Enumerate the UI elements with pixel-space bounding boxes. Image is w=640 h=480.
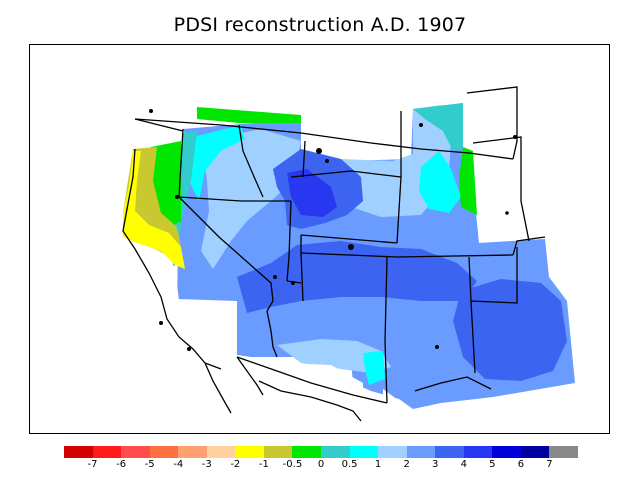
- colorbar-label: 1: [374, 459, 382, 470]
- gulf-coast: [258, 380, 362, 422]
- canada-border: [134, 118, 514, 160]
- colorbar-segment: [378, 446, 408, 458]
- lakes: [149, 109, 517, 351]
- colorbar-segment: [206, 446, 236, 458]
- lake-flathead: [316, 148, 322, 154]
- colorbar-segment: [292, 446, 322, 458]
- colorbar-label: -4: [173, 459, 184, 470]
- contour-level-05-ne: [413, 103, 463, 151]
- contour-level-2-south: [277, 339, 391, 373]
- colorbar-segment: [149, 446, 179, 458]
- mask-mexico-east: [383, 387, 609, 433]
- boundaries: [122, 86, 546, 422]
- colorbar-label: 4: [460, 459, 467, 470]
- wyoming-east: [396, 176, 402, 244]
- colorbar-label: 0: [317, 459, 325, 470]
- oregon-north: [134, 118, 184, 132]
- idaho-west: [178, 128, 184, 198]
- lake-tahoe: [175, 195, 179, 199]
- contour-level-1-ne: [419, 151, 461, 213]
- nevada-utah: [286, 200, 292, 282]
- baja-coast: [204, 362, 232, 414]
- arizona-nm: [384, 256, 388, 404]
- lake-north: [149, 109, 153, 113]
- lake-sakakawea: [513, 135, 517, 139]
- lake-salton: [187, 347, 191, 351]
- nevada-north: [178, 196, 291, 202]
- contour-level-5-core: [287, 169, 337, 217]
- colorbar-segment: [349, 446, 379, 458]
- colorbar-label: -2: [230, 459, 241, 470]
- colorbar-segment: [463, 446, 493, 458]
- us-mexico-border: [236, 356, 388, 404]
- dakota-border: [472, 136, 530, 242]
- pdsi-map: [121, 86, 609, 433]
- texas-north: [512, 236, 546, 256]
- contour-level-1-sw: [363, 351, 385, 385]
- colorbar-segment: [492, 446, 522, 458]
- colorbar-label: -7: [87, 459, 98, 470]
- wyoming-west: [302, 140, 306, 178]
- colorbar-label: -0.5: [282, 459, 303, 470]
- colorbar-label: -3: [201, 459, 212, 470]
- colorbar-label: -1: [258, 459, 269, 470]
- colorbar-label: 6: [517, 459, 525, 470]
- northeast-border: [466, 86, 518, 160]
- contour-level-4-se: [453, 279, 567, 381]
- colorbar-segment: [520, 446, 550, 458]
- colorbar-segment: [92, 446, 122, 458]
- lake-fort-peck: [419, 123, 423, 127]
- colorbar-label: 0.5: [341, 459, 358, 470]
- montana-south: [290, 170, 402, 178]
- colorbar-segment: [178, 446, 208, 458]
- colorbar-segment: [121, 446, 151, 458]
- colorbar-label: -6: [116, 459, 127, 470]
- colorbar-labels: -7 -6 -5 -4 -3 -2 -1 -0.5 0 0.5 1 2 3 4 5 6 7: [0, 459, 640, 475]
- contour-level-0-ne: [459, 147, 477, 215]
- map-frame: [29, 44, 610, 434]
- contour-fills: [123, 103, 575, 409]
- pacific-coast: [122, 148, 222, 370]
- lake-yellowstone: [325, 159, 329, 163]
- colorbar-segment: [235, 446, 265, 458]
- colorbar-segment: [406, 446, 436, 458]
- colorbar-segment: [64, 446, 94, 458]
- colorbar-label: -5: [144, 459, 155, 470]
- contour-level-1-west: [187, 125, 245, 201]
- lake-reservoir: [435, 345, 439, 349]
- map-title: PDSI reconstruction A.D. 1907: [173, 14, 467, 36]
- wyoming-south: [300, 234, 398, 244]
- colorbar-segment: [321, 446, 351, 458]
- colorbar: [64, 446, 579, 458]
- colorbar-label: 3: [432, 459, 439, 470]
- island-channel: [159, 321, 163, 325]
- california-nevada: [178, 196, 274, 312]
- contour-level-neg1: [123, 151, 185, 269]
- idaho-east: [238, 124, 264, 198]
- contour-level-0-north: [197, 107, 301, 123]
- mexico-inner: [236, 356, 264, 396]
- colorbar-segment: [549, 446, 579, 458]
- oklahoma-line: [470, 247, 518, 304]
- colorbar-label: 7: [546, 459, 553, 470]
- colorado-south: [300, 252, 514, 258]
- colorbar-segment: [263, 446, 293, 458]
- colorbar-label: 2: [403, 459, 410, 470]
- contour-level-2-west: [201, 129, 301, 269]
- colorbar-segment: [435, 446, 465, 458]
- lake-devils: [505, 211, 509, 215]
- nm-south: [414, 376, 492, 392]
- lake-nevada: [273, 275, 277, 279]
- mask-california-coast: [121, 241, 237, 361]
- arizona-california: [266, 310, 278, 358]
- lake-great-salt: [348, 244, 354, 250]
- lake-mead: [291, 281, 295, 285]
- colorbar-label: 5: [489, 459, 496, 470]
- contour-level-4-band: [237, 241, 477, 313]
